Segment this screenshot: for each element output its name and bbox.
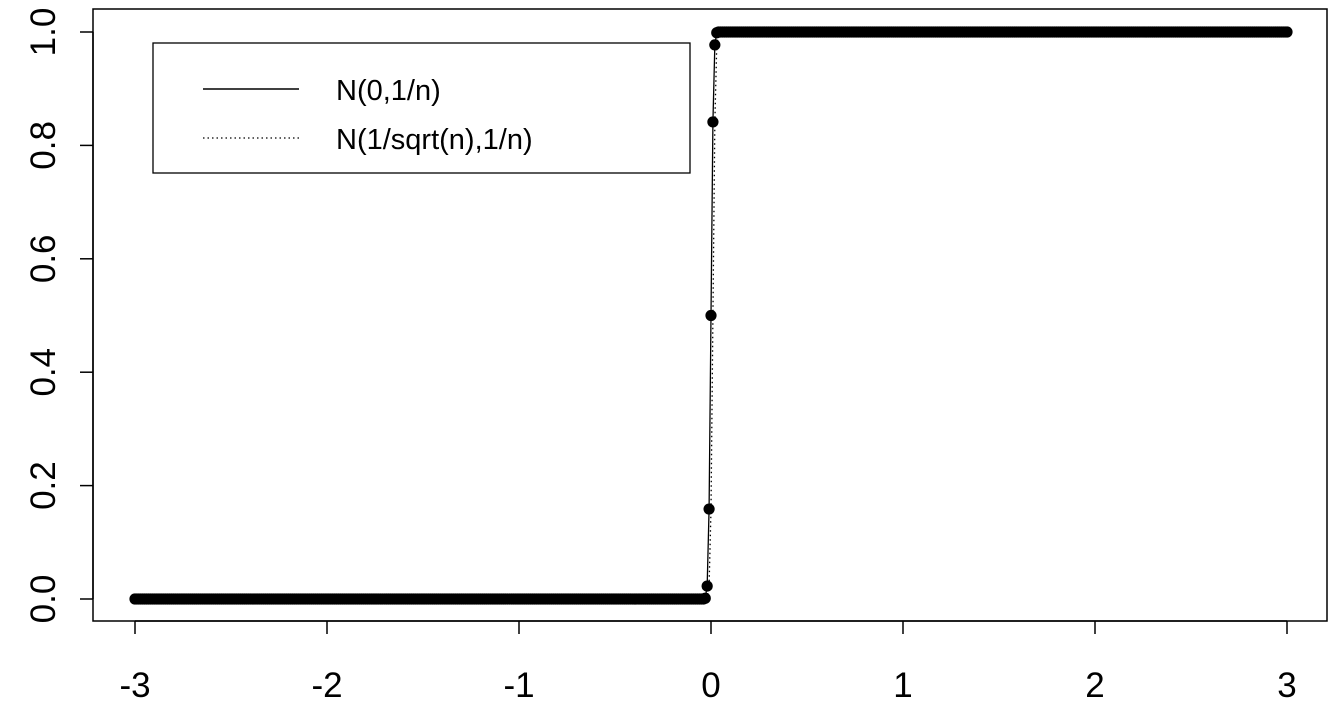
x-tick-label: 0 (701, 666, 720, 705)
legend-label-series-1: N(0,1/n) (336, 75, 441, 107)
x-tick-label: 3 (1277, 666, 1296, 705)
y-tick-label: 0.8 (24, 121, 63, 170)
legend-box (152, 42, 691, 174)
x-axis: -3 -2 -1 0 1 2 3 (119, 620, 1297, 705)
y-tick-label: 0.0 (24, 575, 63, 624)
y-tick-label: 0.2 (24, 461, 63, 510)
series-layer (129, 26, 1293, 605)
legend-label-series-2: N(1/sqrt(n),1/n) (336, 124, 533, 156)
y-tick-label: 1.0 (24, 8, 63, 57)
y-axis: 0.0 0.2 0.4 0.6 0.8 1.0 (24, 8, 94, 624)
x-tick-label: -3 (119, 666, 150, 705)
y-tick-label: 0.4 (24, 348, 63, 397)
series-2 (135, 31, 1287, 600)
series-1 (129, 26, 1293, 605)
x-tick-label: -2 (311, 666, 342, 705)
y-tick-label: 0.6 (24, 234, 63, 283)
series-line (135, 31, 1287, 600)
series-line (135, 31, 1287, 600)
x-tick-label: 2 (1085, 666, 1104, 705)
x-tick-label: 1 (893, 666, 912, 705)
x-tick-label: -1 (503, 666, 534, 705)
legend: N(0,1/n) N(1/sqrt(n),1/n) (152, 42, 691, 174)
